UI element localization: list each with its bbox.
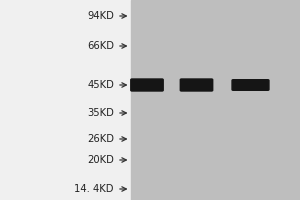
FancyBboxPatch shape bbox=[180, 79, 213, 91]
Text: 14. 4KD: 14. 4KD bbox=[74, 184, 114, 194]
FancyBboxPatch shape bbox=[232, 80, 269, 90]
Text: 45KD: 45KD bbox=[87, 80, 114, 90]
Bar bbox=[130, 0, 300, 200]
Text: 35KD: 35KD bbox=[87, 108, 114, 118]
Text: 66KD: 66KD bbox=[87, 41, 114, 51]
Text: 26KD: 26KD bbox=[87, 134, 114, 144]
Text: 94KD: 94KD bbox=[87, 11, 114, 21]
Bar bbox=[0, 0, 130, 200]
Text: 20KD: 20KD bbox=[87, 155, 114, 165]
FancyBboxPatch shape bbox=[131, 79, 163, 91]
